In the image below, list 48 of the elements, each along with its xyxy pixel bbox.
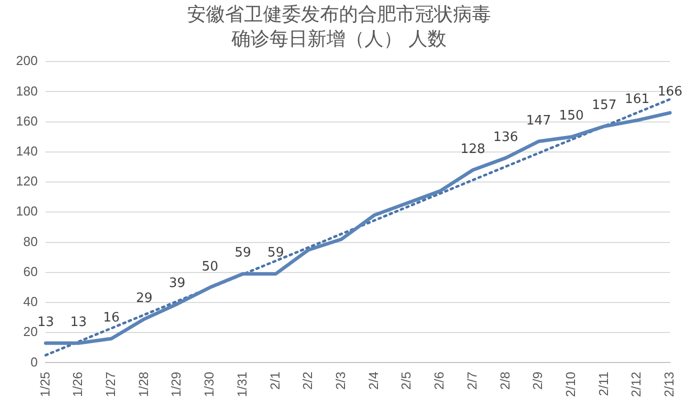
data-label: 13	[37, 315, 54, 330]
x-tick-label: 1/27	[102, 372, 118, 398]
y-tick-label: 0	[30, 354, 38, 370]
y-tick-label: 100	[16, 204, 38, 219]
data-label: 150	[559, 108, 584, 124]
x-tick-label: 2/8	[497, 372, 512, 390]
x-tick-label: 1/29	[168, 372, 184, 398]
y-tick-label: 140	[16, 144, 38, 159]
data-label: 147	[526, 113, 551, 128]
x-tick-label: 2/2	[300, 372, 316, 390]
chart-title: 安徽省卫健委发布的合肥市冠状病毒	[187, 3, 491, 26]
data-label: 166	[658, 84, 682, 100]
x-tick-label: 2/6	[432, 372, 447, 390]
x-tick-label: 2/4	[366, 372, 381, 390]
y-tick-label: 120	[16, 174, 38, 189]
y-tick-label: 20	[23, 324, 38, 340]
y-tick-label: 200	[16, 53, 38, 68]
data-label: 136	[493, 130, 518, 145]
data-label: 59	[267, 246, 284, 261]
y-tick-label: 80	[23, 234, 38, 249]
data-label: 29	[136, 290, 153, 306]
x-tick-label: 2/12	[628, 372, 644, 398]
x-tick-label: 2/9	[530, 372, 546, 390]
data-label: 157	[592, 98, 617, 114]
data-label: 161	[624, 92, 650, 108]
x-tick-label: 2/10	[563, 372, 578, 398]
data-label: 59	[234, 246, 252, 261]
x-tick-label: 2/3	[332, 372, 348, 390]
data-label: 50	[202, 259, 218, 274]
x-tick-label: 2/7	[464, 372, 480, 390]
x-tick-label: 2/13	[662, 372, 677, 398]
y-tick-label: 180	[16, 83, 38, 98]
y-tick-label: 160	[16, 113, 38, 128]
data-label: 39	[168, 276, 186, 291]
y-tick-label: 40	[23, 294, 38, 310]
x-tick-label: 1/30	[202, 372, 217, 398]
x-tick-label: 1/26	[70, 372, 86, 398]
x-tick-label: 1/31	[234, 372, 250, 398]
x-tick-label: 1/28	[136, 372, 151, 398]
x-tick-label: 2/5	[398, 372, 414, 390]
x-tick-label: 2/1	[267, 372, 282, 390]
y-tick-label: 60	[23, 264, 38, 279]
x-tick-label: 1/25	[37, 372, 52, 398]
data-label: 16	[103, 310, 120, 326]
x-tick-label: 2/11	[596, 372, 611, 396]
data-label: 13	[70, 315, 87, 330]
data-label: 128	[460, 142, 486, 157]
chart-subtitle: 确诊每日新增（人） 人数	[230, 28, 447, 50]
